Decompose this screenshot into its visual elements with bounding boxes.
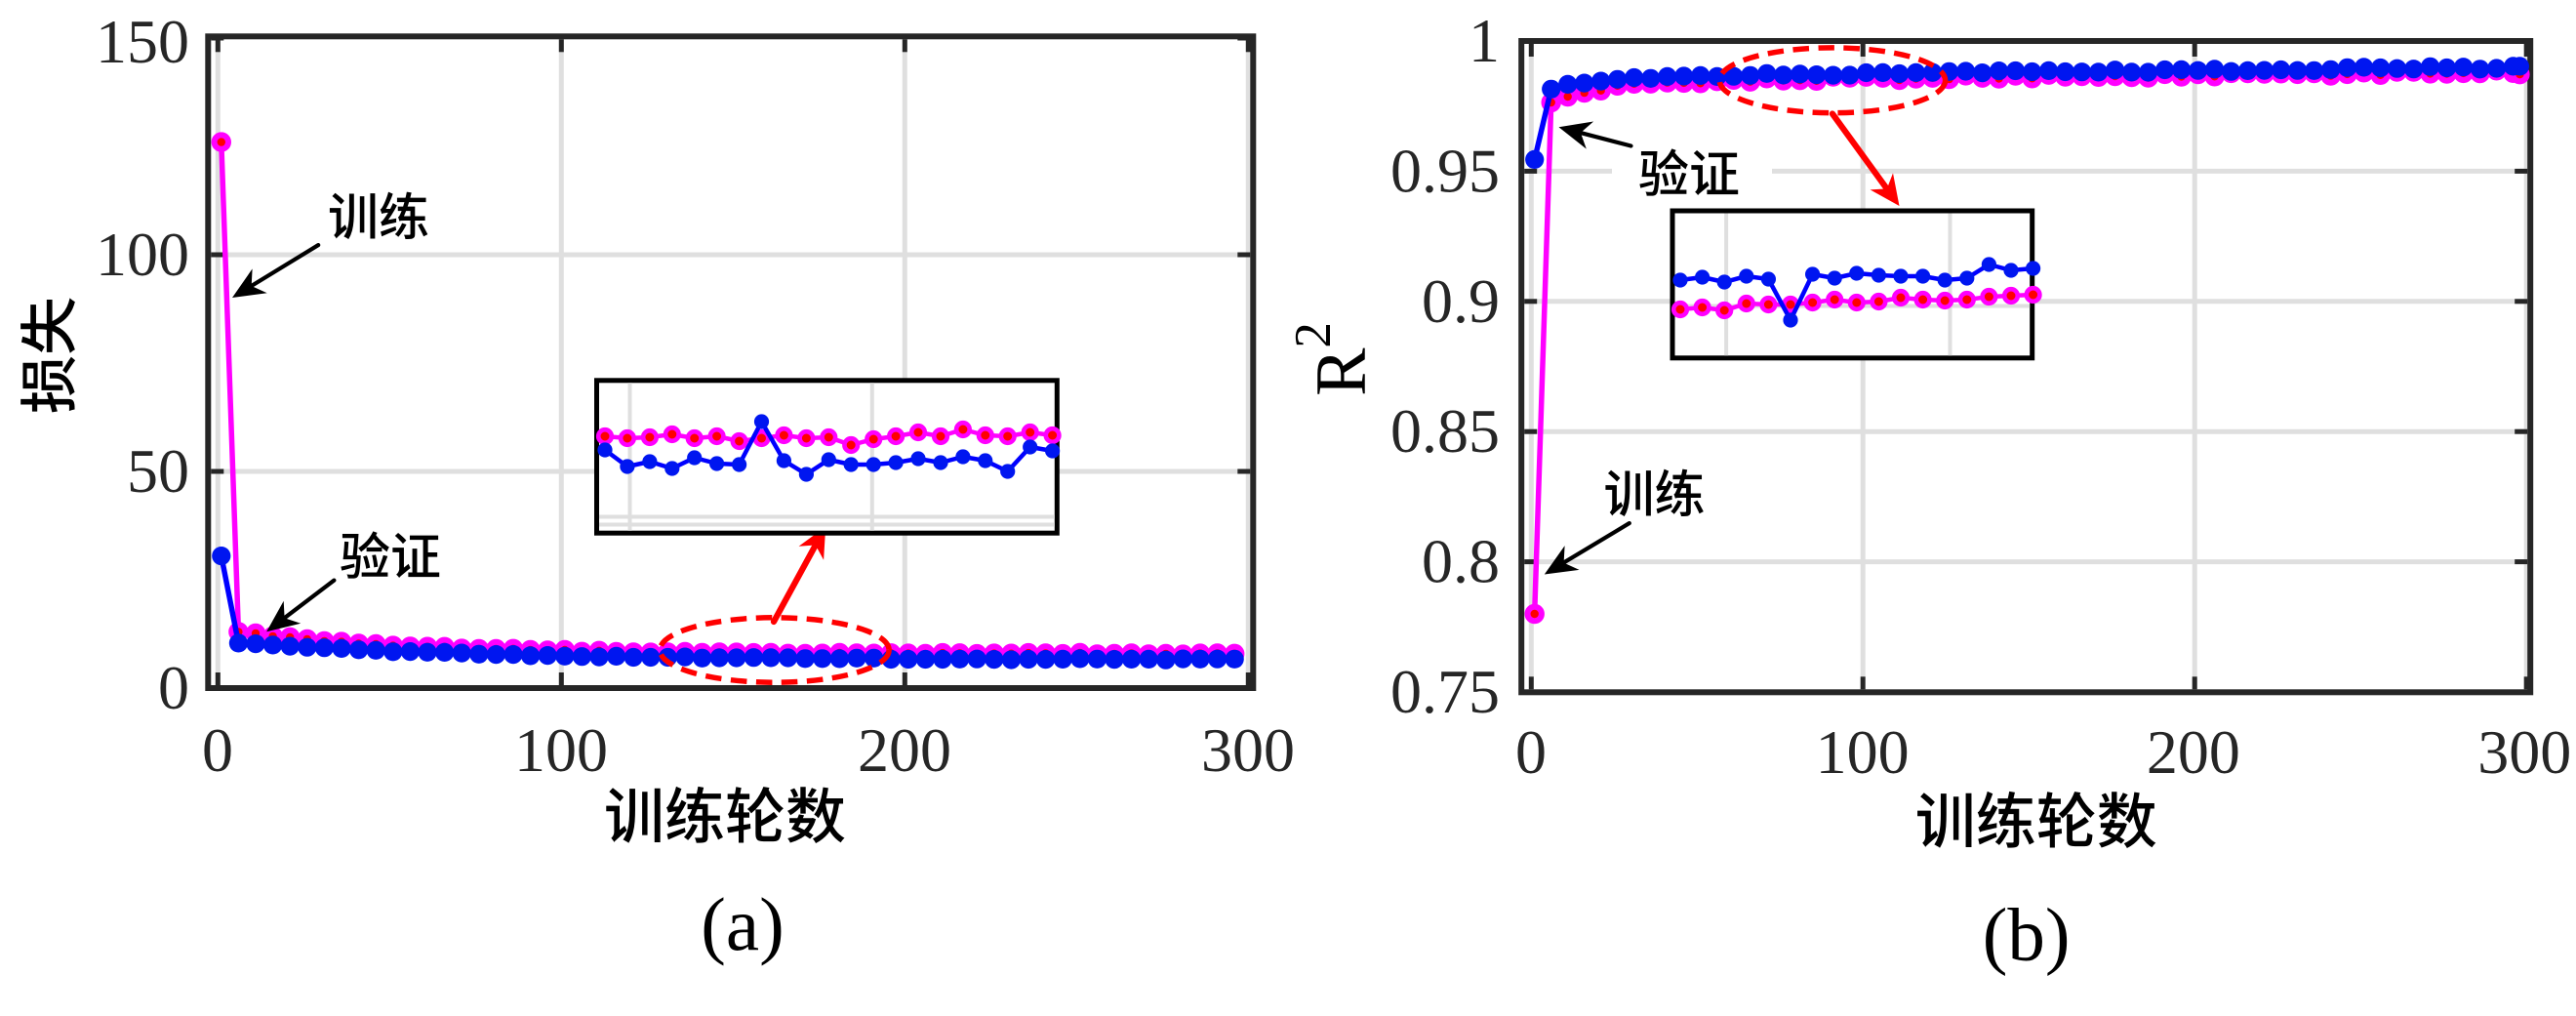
svg-text:0: 0 [158, 653, 189, 722]
svg-text:100: 100 [1816, 717, 1910, 787]
svg-text:100: 100 [514, 715, 608, 785]
svg-text:200: 200 [2147, 717, 2240, 787]
svg-text:50: 50 [127, 436, 189, 506]
svg-text:300: 300 [2477, 717, 2571, 787]
svg-text:0.75: 0.75 [1390, 657, 1500, 726]
svg-text:0.85: 0.85 [1390, 396, 1500, 466]
svg-text:0.9: 0.9 [1422, 266, 1500, 336]
svg-text:150: 150 [96, 7, 189, 76]
svg-text:(a): (a) [701, 882, 784, 966]
svg-text:0: 0 [1515, 717, 1547, 787]
svg-text:300: 300 [1201, 715, 1295, 785]
svg-text:(b): (b) [1983, 893, 2071, 977]
svg-text:200: 200 [858, 715, 951, 785]
svg-text:0.8: 0.8 [1422, 527, 1500, 596]
svg-text:100: 100 [96, 220, 189, 289]
svg-text:0: 0 [202, 715, 233, 785]
svg-text:0.95: 0.95 [1390, 136, 1500, 205]
svg-text:1: 1 [1469, 6, 1500, 75]
